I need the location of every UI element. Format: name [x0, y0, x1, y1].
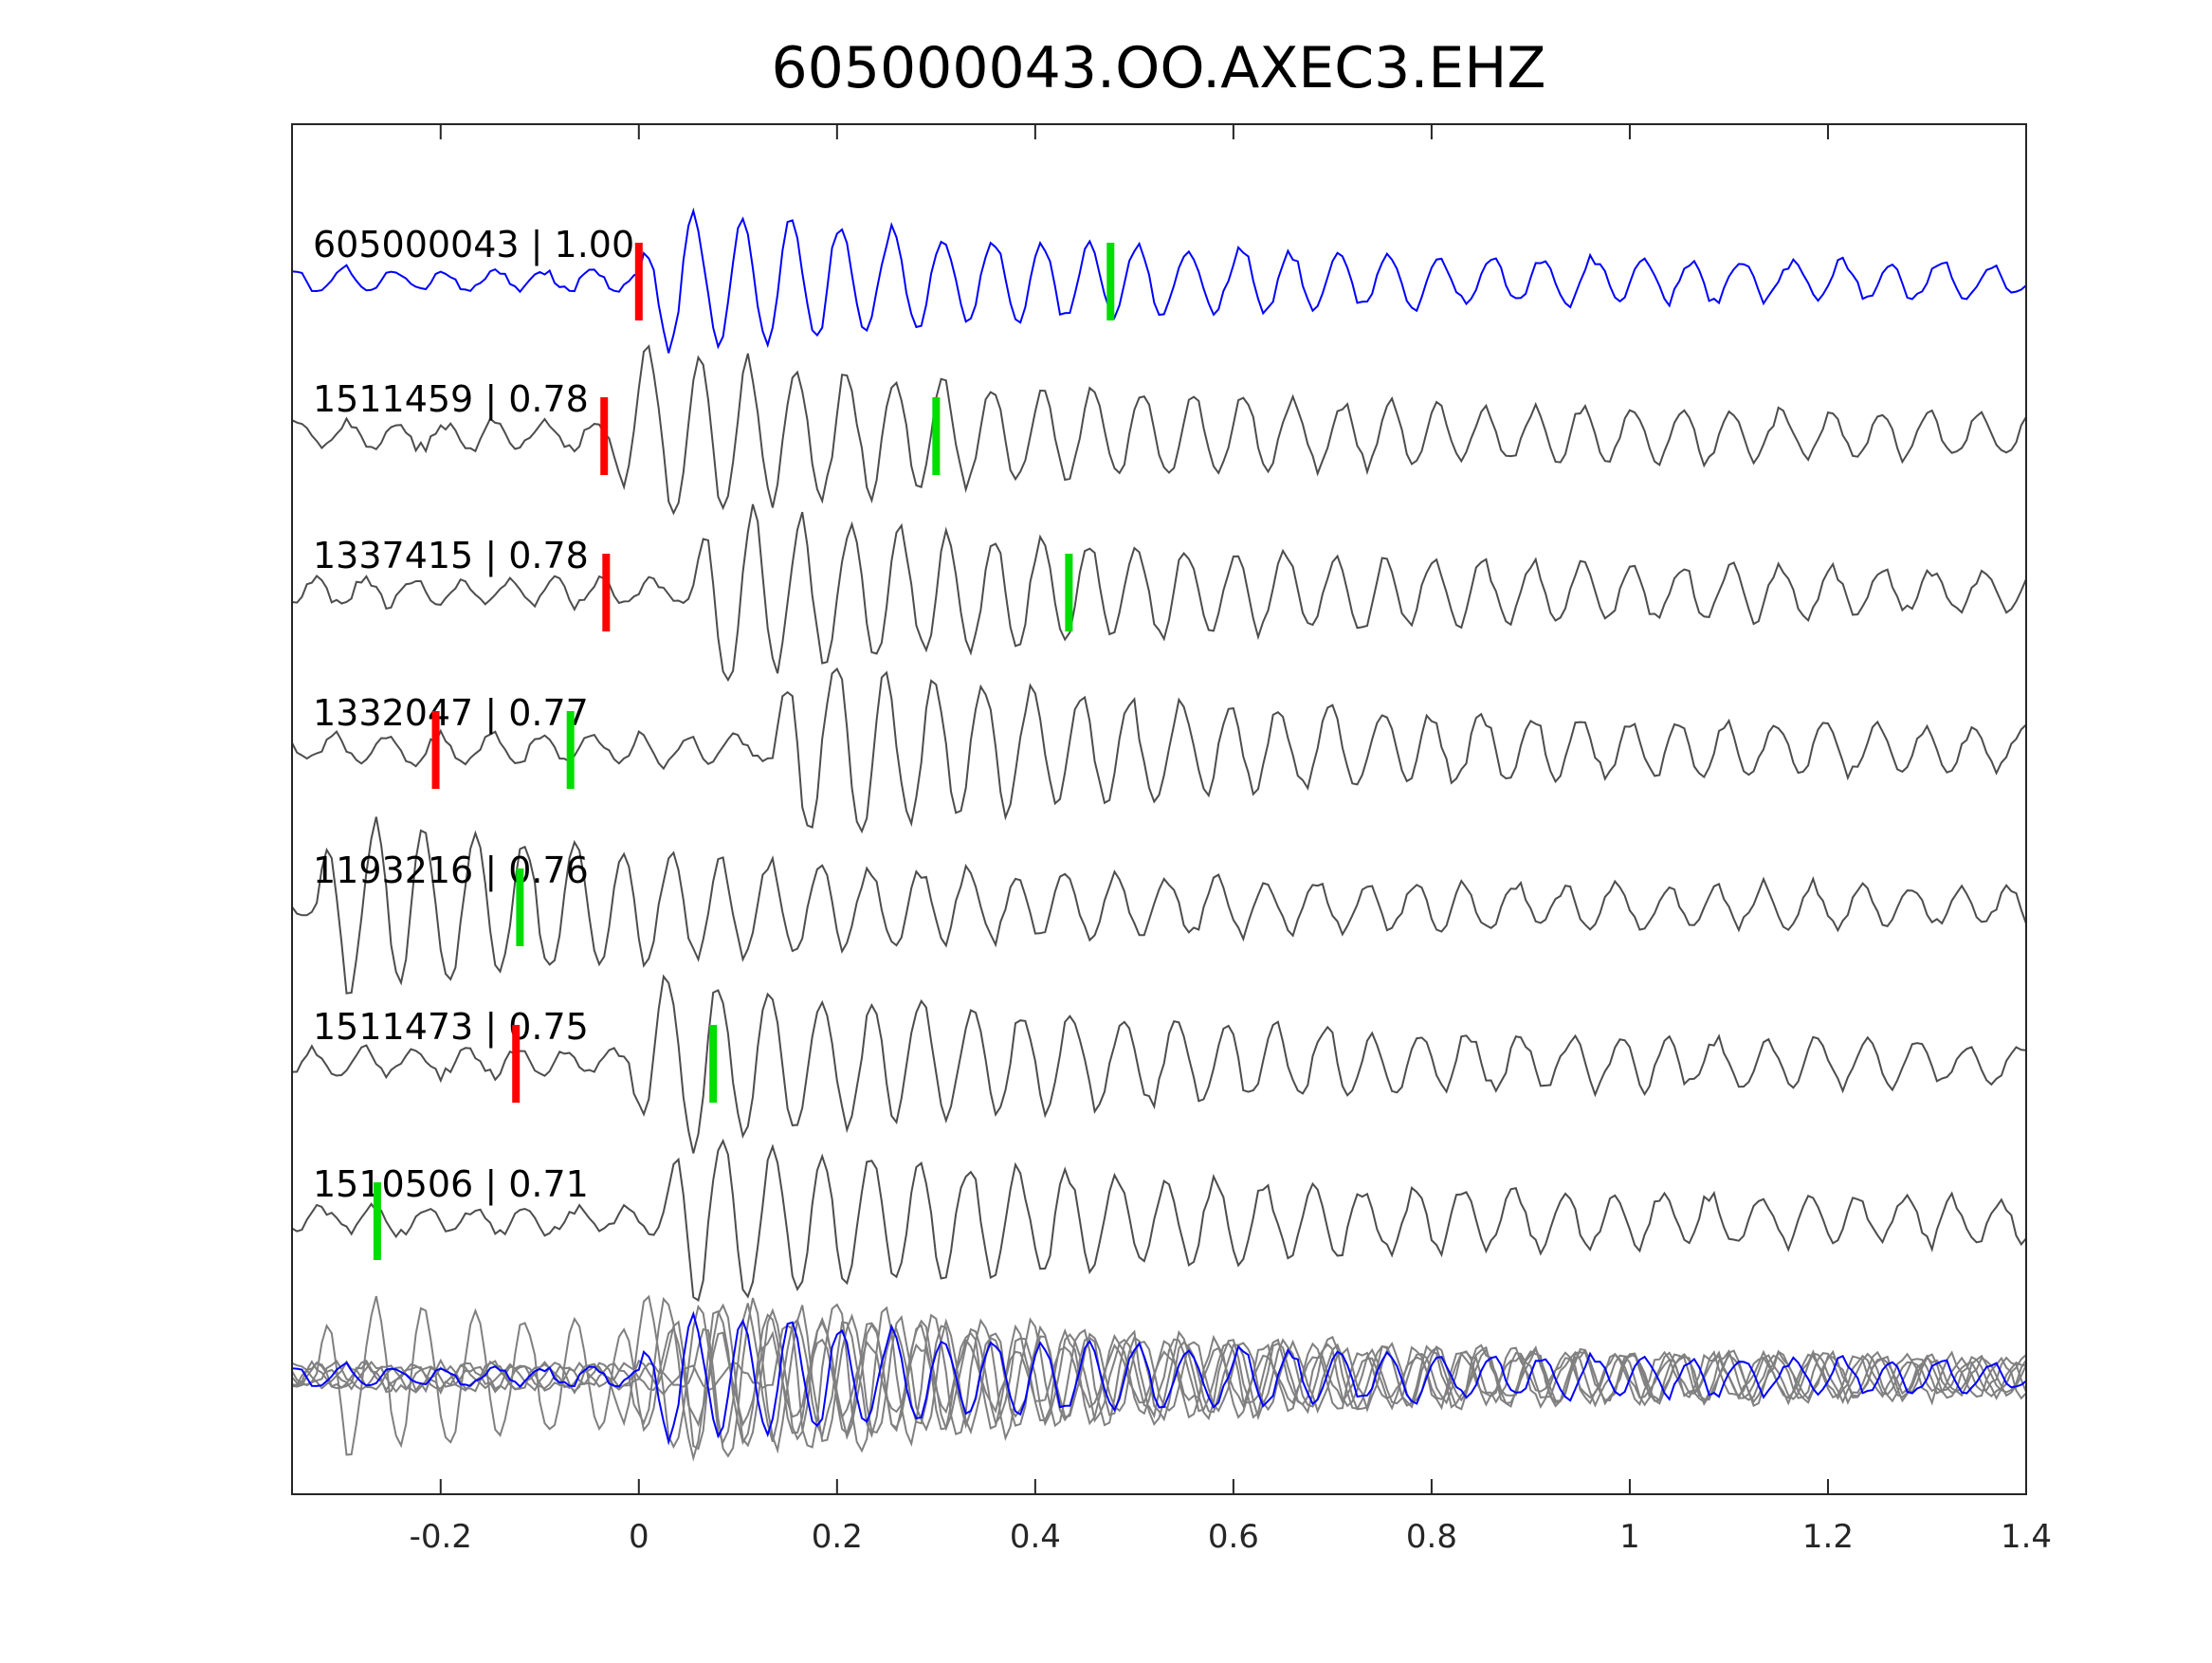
s-pick-marker [566, 711, 575, 789]
x-tick-label: 0.4 [1010, 1518, 1061, 1556]
trace-waveform-1337415 [291, 503, 2027, 683]
s-pick-marker [1106, 243, 1115, 320]
trace-label: 1511473 | 0.75 [313, 1006, 589, 1049]
x-tick-label: 1 [1619, 1518, 1640, 1556]
p-pick-marker [600, 397, 609, 475]
trace-waveform-1510506 [291, 1138, 2027, 1302]
p-pick-marker [602, 554, 611, 631]
trace-label: 1193216 | 0.76 [313, 850, 589, 892]
trace-waveform-1193216 [291, 816, 2027, 995]
s-pick-marker [932, 397, 941, 475]
s-pick-marker [373, 1182, 381, 1260]
x-axis: -0.2 0 0.2 0.4 0.6 0.8 1 1.2 1.4 [410, 124, 2052, 1556]
trace-waveform-1332047 [291, 667, 2027, 834]
x-tick-label: 1.4 [2001, 1518, 2052, 1556]
trace-label: 1510506 | 0.71 [313, 1163, 589, 1206]
trace-label: 1511459 | 0.78 [313, 378, 589, 421]
p-pick-marker [634, 243, 643, 320]
x-tick-label: 0 [629, 1518, 649, 1556]
chart-title: 605000043.OO.AXEC3.EHZ [771, 35, 1545, 101]
p-pick-marker [512, 1025, 521, 1103]
x-tick-label: 0.6 [1208, 1518, 1259, 1556]
x-tick-label: -0.2 [410, 1518, 472, 1556]
stack-trace [291, 1297, 2027, 1458]
stack-master-trace [291, 1310, 2027, 1446]
x-tick-label: 1.2 [1802, 1518, 1854, 1556]
trace-waveform-605000043 [291, 207, 2027, 354]
p-pick-marker [431, 711, 440, 789]
trace-label: 1332047 | 0.77 [313, 692, 589, 735]
x-tick-label: 0.2 [812, 1518, 863, 1556]
x-tick-label: 0.8 [1406, 1518, 1457, 1556]
trace-waveform-1511473 [291, 974, 2027, 1154]
plot-area: 605000043 | 1.00 1511459 | 0.78 1337415 | … [291, 207, 2027, 1462]
trace-waveform-1511459 [291, 344, 2027, 516]
s-pick-marker [1065, 554, 1073, 631]
stack-trace [291, 1303, 2027, 1451]
axes-box [291, 123, 2027, 1495]
s-pick-marker [516, 868, 524, 946]
s-pick-marker [709, 1025, 718, 1103]
trace-label: 605000043 | 1.00 [313, 224, 634, 266]
trace-label: 1337415 | 0.78 [313, 535, 589, 577]
